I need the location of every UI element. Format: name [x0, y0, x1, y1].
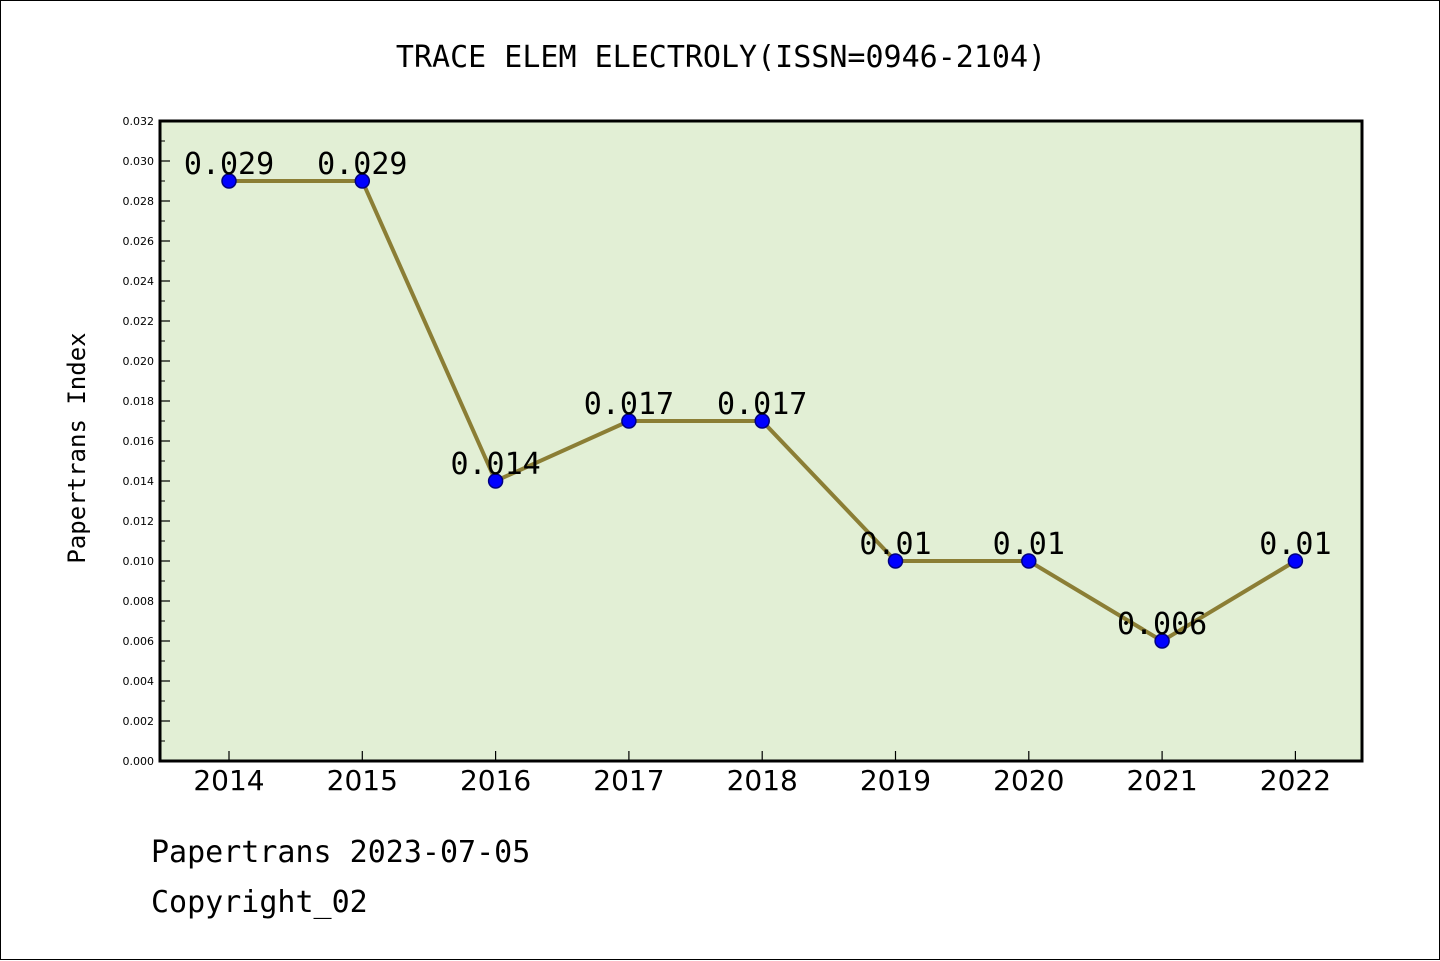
plot-area	[160, 121, 1362, 761]
data-point	[354, 173, 371, 189]
x-tick-label: 2017	[593, 764, 664, 797]
x-tick-label: 2020	[993, 764, 1064, 797]
y-tick-label: 0.006	[123, 635, 155, 648]
y-tick-label: 0.016	[123, 435, 155, 448]
data-point	[487, 473, 504, 489]
x-tick-label: 2016	[460, 764, 531, 797]
x-tick-label: 2021	[1126, 764, 1197, 797]
y-tick-label: 0.022	[123, 315, 155, 328]
y-tick-label: 0.014	[123, 475, 155, 488]
data-label: 0.014	[450, 447, 540, 482]
y-tick-label: 0.008	[123, 595, 155, 608]
data-point	[1287, 553, 1304, 569]
data-point	[1021, 553, 1037, 569]
y-tick-label: 0.024	[123, 275, 155, 288]
data-labels: 0.029 0.029 0.014 0.017 0.017 0.01 0.01 0.006 0.…	[184, 147, 1332, 642]
data-label: 0.029	[317, 147, 407, 182]
data-label: 0.006	[1117, 607, 1207, 642]
x-tick-label: 2015	[327, 764, 398, 797]
footer-date-text: Papertrans 2023-07-05	[151, 835, 531, 870]
data-point	[754, 413, 770, 429]
y-axis-ticks: 0.000 0.002 0.004 0.006 0.008 0.010 0.012 0.014…	[123, 115, 170, 768]
data-markers	[221, 173, 1304, 649]
y-axis-label: Papertrans Index	[63, 332, 91, 563]
data-point	[1154, 633, 1170, 649]
data-label: 0.017	[717, 387, 807, 422]
y-tick-label: 0.002	[123, 715, 155, 728]
x-tick-label: 2022	[1260, 764, 1331, 797]
data-label: 0.029	[184, 147, 274, 182]
y-tick-label: 0.000	[123, 755, 155, 768]
y-tick-label: 0.030	[123, 155, 155, 168]
data-point	[221, 173, 237, 189]
data-label: 0.01	[1259, 527, 1331, 562]
x-axis-ticks: 2014 2015 2016 2017 2018 2019 2020 2021 2022	[193, 751, 1331, 797]
plot-border	[158, 119, 1364, 763]
y-tick-label: 0.018	[123, 395, 155, 408]
footer-copyright-text: Copyright_02	[151, 885, 368, 920]
y-tick-label: 0.012	[123, 515, 155, 528]
data-label: 0.01	[859, 527, 931, 562]
y-tick-label: 0.026	[123, 235, 155, 248]
x-tick-label: 2019	[860, 764, 931, 797]
data-point	[621, 413, 637, 429]
data-label: 0.017	[584, 387, 674, 422]
y-tick-label: 0.010	[123, 555, 155, 568]
y-tick-label: 0.028	[123, 195, 155, 208]
y-tick-label: 0.020	[123, 355, 155, 368]
y-tick-label: 0.004	[123, 675, 155, 688]
x-tick-label: 2014	[193, 764, 264, 797]
data-point	[887, 553, 904, 569]
y-tick-label: 0.032	[123, 115, 155, 128]
data-label: 0.01	[993, 527, 1065, 562]
x-tick-label: 2018	[727, 764, 798, 797]
chart-title: TRACE ELEM ELECTROLY(ISSN=0946-2104)	[396, 40, 1046, 75]
